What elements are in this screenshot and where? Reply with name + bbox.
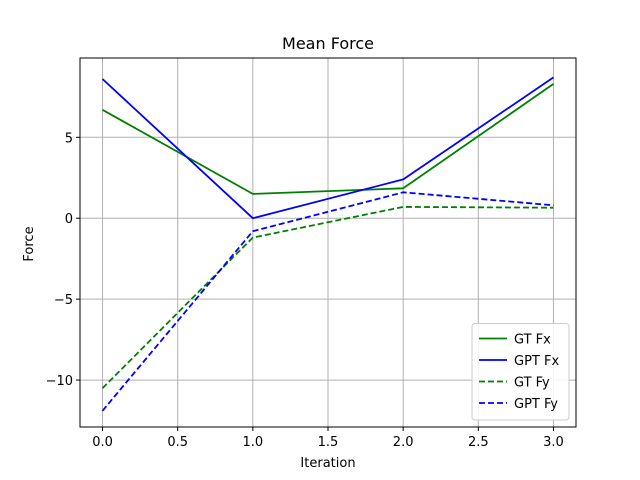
legend-label: GT Fx: [514, 333, 551, 348]
y-tick-label: −5: [54, 293, 73, 308]
series-line-gpt-fy: [101, 191, 554, 412]
x-axis-label: Iteration: [300, 456, 355, 471]
legend-label: GPT Fx: [514, 354, 559, 369]
x-tick-label: 0.5: [167, 435, 188, 450]
legend-box: [471, 323, 570, 421]
x-tick-label: 1.5: [318, 435, 339, 450]
y-tick-label: 5: [65, 131, 73, 146]
x-tick-label: 3.0: [543, 435, 564, 450]
legend-label: GPT Fy: [514, 397, 558, 412]
x-tick-label: 2.0: [393, 435, 414, 450]
grid: [80, 58, 576, 427]
x-tick-label: 1.0: [243, 435, 264, 450]
chart-title: Mean Force: [282, 34, 374, 53]
x-tick-label: 0.0: [92, 435, 113, 450]
legend-label: GT Fy: [514, 376, 550, 391]
y-tick-label: −10: [46, 374, 73, 389]
legend: GT Fx GPT Fx GT Fy GPT Fy: [471, 323, 570, 421]
series-line-gt-fx: [102, 83, 555, 195]
plot-lines: [101, 76, 555, 412]
x-tick-label: 2.5: [468, 435, 489, 450]
y-tick-label: 0: [65, 212, 73, 227]
series-line-gpt-fx: [101, 76, 555, 220]
series-line-gt-fy: [101, 205, 554, 389]
y-axis-label: Force: [22, 226, 37, 261]
y-axis-ticks: −10 −5 0 5: [46, 131, 80, 389]
x-axis-ticks: 0.0 0.5 1.0 1.5 2.0 2.5 3.0: [92, 427, 564, 450]
